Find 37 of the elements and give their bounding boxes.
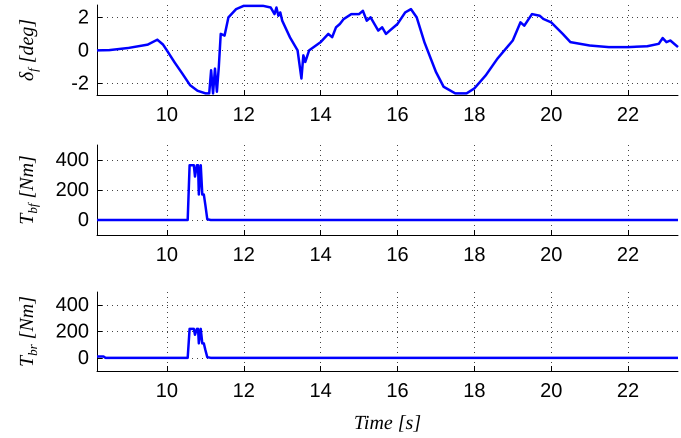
y-tick-label: 200 — [56, 320, 89, 342]
x-tick-label: 20 — [540, 244, 562, 266]
x-tick-label: 14 — [310, 244, 332, 266]
y-tick-label: 400 — [56, 294, 89, 316]
x-tick-label: 20 — [540, 380, 562, 402]
y-tick-label: -2 — [71, 72, 89, 94]
x-tick-label: 18 — [463, 380, 486, 402]
line-series — [96, 328, 680, 360]
x-tick-label: 22 — [616, 244, 640, 266]
x-tick-label: 22 — [616, 380, 640, 402]
line-series — [96, 4, 680, 95]
x-tick-label: 14 — [310, 380, 332, 402]
y-tick-label: 0 — [78, 209, 89, 231]
y-axis-title: Tbr [Nm] — [16, 296, 40, 368]
y-tick-label: 0 — [78, 346, 89, 369]
x-tick-label: 16 — [386, 104, 409, 126]
x-tick-label: 10 — [156, 104, 178, 126]
x-tick-label: 10 — [156, 244, 178, 266]
x-tick-label: 12 — [232, 104, 255, 126]
x-tick-label: 10 — [156, 380, 178, 402]
x-tick-label: 16 — [386, 380, 409, 402]
y-tick-label: 2 — [78, 6, 89, 28]
x-tick-label: 20 — [540, 104, 562, 126]
x-tick-label: 22 — [616, 104, 640, 126]
x-tick-label: 14 — [310, 104, 332, 126]
x-tick-label: 18 — [463, 104, 486, 126]
y-axis-title: Tbf [Nm] — [16, 155, 40, 225]
y-tick-label: 200 — [56, 179, 89, 201]
line-series — [96, 164, 680, 222]
x-tick-label: 12 — [232, 244, 255, 266]
x-tick-label: 16 — [386, 244, 409, 266]
x-tick-label: 18 — [463, 244, 486, 266]
x-tick-label: 12 — [232, 380, 255, 402]
x-axis-title: Time [s] — [354, 412, 422, 434]
y-tick-label: 400 — [56, 149, 89, 171]
y-axis-title: δf [deg] — [16, 18, 40, 82]
y-tick-label: 0 — [78, 39, 89, 62]
